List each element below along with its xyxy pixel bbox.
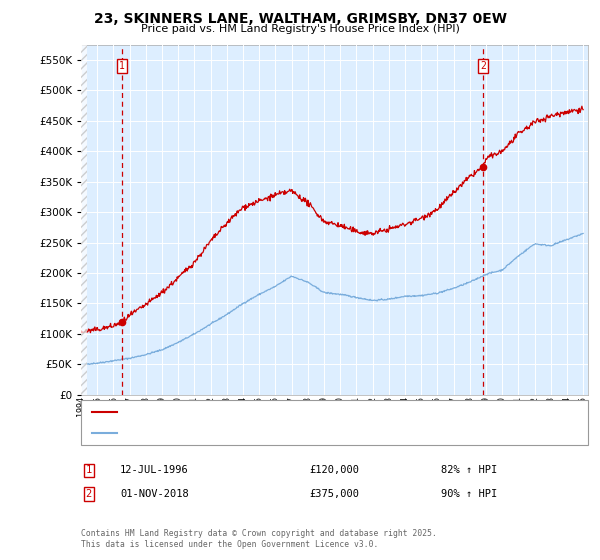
Text: 23, SKINNERS LANE, WALTHAM, GRIMSBY, DN37 0EW: 23, SKINNERS LANE, WALTHAM, GRIMSBY, DN3… — [94, 12, 506, 26]
Text: 90% ↑ HPI: 90% ↑ HPI — [441, 489, 497, 499]
Text: 1: 1 — [119, 61, 125, 71]
Text: 2: 2 — [480, 61, 486, 71]
Text: 23, SKINNERS LANE, WALTHAM, GRIMSBY, DN37 0EW (detached house): 23, SKINNERS LANE, WALTHAM, GRIMSBY, DN3… — [120, 408, 469, 418]
Text: 82% ↑ HPI: 82% ↑ HPI — [441, 465, 497, 475]
Text: 2: 2 — [86, 489, 92, 499]
Text: 01-NOV-2018: 01-NOV-2018 — [120, 489, 189, 499]
Text: 12-JUL-1996: 12-JUL-1996 — [120, 465, 189, 475]
Text: Contains HM Land Registry data © Crown copyright and database right 2025.
This d: Contains HM Land Registry data © Crown c… — [81, 529, 437, 549]
Bar — [81, 45, 86, 395]
Text: £120,000: £120,000 — [309, 465, 359, 475]
Text: Price paid vs. HM Land Registry's House Price Index (HPI): Price paid vs. HM Land Registry's House … — [140, 24, 460, 34]
Text: 1: 1 — [86, 465, 92, 475]
Text: £375,000: £375,000 — [309, 489, 359, 499]
Text: HPI: Average price, detached house, North East Lincolnshire: HPI: Average price, detached house, Nort… — [120, 428, 414, 438]
